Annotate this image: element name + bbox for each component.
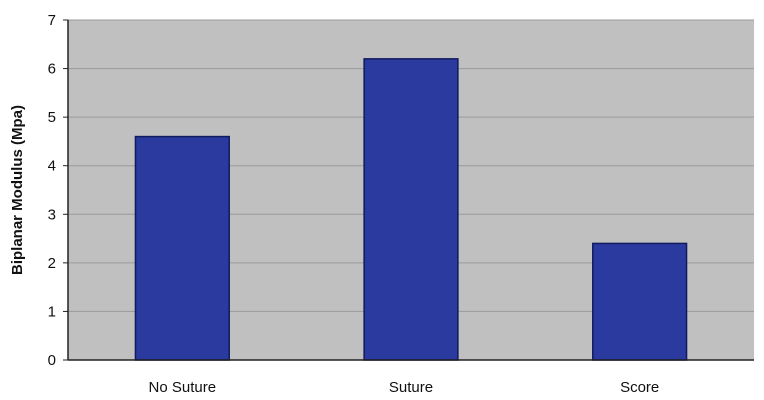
x-tick-label: No Suture — [149, 379, 217, 396]
y-tick-label: 6 — [48, 61, 56, 78]
y-tick-label: 1 — [48, 303, 56, 320]
y-axis-title: Biplanar Modulus (Mpa) — [9, 105, 26, 275]
y-tick-label: 3 — [48, 206, 56, 223]
y-tick-label: 2 — [48, 255, 56, 272]
y-tick-label: 4 — [48, 158, 56, 175]
y-tick-label: 7 — [48, 12, 56, 29]
x-tick-labels: No Suture Suture Score — [149, 379, 660, 396]
y-tick-label: 0 — [48, 352, 56, 369]
x-tick-label: Suture — [389, 379, 433, 396]
bar — [134, 135, 230, 361]
bar — [592, 242, 688, 361]
bar — [363, 58, 459, 361]
x-tick-label: Score — [620, 379, 659, 396]
y-tick-label: 5 — [48, 109, 56, 126]
y-tick-labels: 0 1 2 3 4 5 6 7 — [48, 12, 68, 369]
